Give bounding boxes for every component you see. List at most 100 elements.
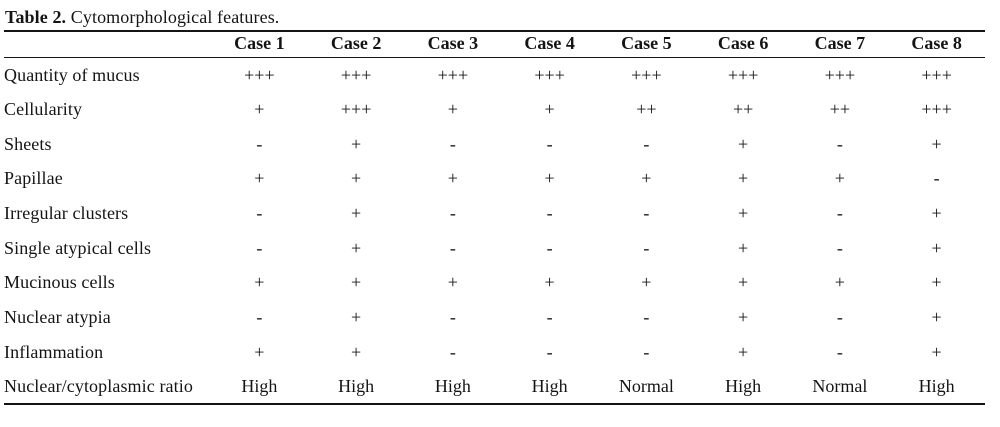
row-label: Irregular clusters: [4, 203, 129, 224]
table-row: Nuclear atypia - + - - - + - +: [4, 300, 985, 335]
value-cell: +: [447, 99, 458, 120]
value-cell: -: [643, 307, 650, 328]
value-cell: +: [351, 168, 362, 189]
value-cell: -: [643, 237, 650, 258]
value-cell: -: [836, 133, 843, 154]
table-row: Nuclear/cytoplasmic ratio High High High Hig…: [4, 370, 985, 405]
value-cell: High: [241, 376, 278, 397]
table-row: Cellularity + +++ + + ++ ++ ++ +++: [4, 92, 985, 127]
value-cell: +: [834, 168, 845, 189]
column-header: Case 2: [307, 31, 405, 58]
value-cell: +: [544, 272, 555, 293]
header-row: Case 1 Case 2 Case 3 Case 4 Case 5 Case 6 Case…: [4, 31, 985, 58]
row-label: Cellularity: [4, 99, 83, 120]
corner-cell: [4, 31, 211, 58]
value-cell: +: [641, 272, 652, 293]
table-row: Irregular clusters - + - - - + - +: [4, 196, 985, 231]
row-label: Papillae: [4, 168, 63, 189]
value-cell: -: [256, 203, 263, 224]
value-cell: High: [918, 376, 955, 397]
column-header: Case 5: [598, 31, 695, 58]
row-label: Inflammation: [4, 341, 104, 362]
value-cell: +++: [921, 64, 952, 85]
value-cell: ++: [636, 99, 657, 120]
row-label: Sheets: [4, 133, 52, 154]
value-cell: -: [546, 133, 553, 154]
column-header: Case 8: [888, 31, 985, 58]
row-label: Single atypical cells: [4, 237, 152, 258]
value-cell: -: [256, 237, 263, 258]
value-cell: High: [725, 376, 762, 397]
value-cell: +: [447, 272, 458, 293]
table-row: Sheets - + - - - + - +: [4, 127, 985, 162]
paper-page: Table 2. Cytomorphological features. Cas…: [4, 7, 1000, 406]
value-cell: -: [836, 237, 843, 258]
value-cell: -: [546, 307, 553, 328]
table-row: Mucinous cells + + + + + + + +: [4, 266, 985, 301]
value-cell: +: [351, 237, 362, 258]
value-cell: +: [738, 133, 749, 154]
value-cell: +: [931, 272, 942, 293]
value-cell: -: [643, 341, 650, 362]
table-row: Single atypical cells - + - - - + - +: [4, 231, 985, 266]
value-cell: -: [546, 237, 553, 258]
row-label: Mucinous cells: [4, 272, 115, 293]
value-cell: +: [931, 307, 942, 328]
value-cell: -: [836, 341, 843, 362]
table-body: Quantity of mucus +++ +++ +++ +++ +++ +++ +++ ++…: [4, 58, 985, 405]
value-cell: +++: [824, 64, 856, 85]
value-cell: -: [933, 168, 940, 189]
value-cell: +: [544, 99, 555, 120]
value-cell: +: [931, 341, 942, 362]
table-caption-text: Cytomorphological features.: [66, 7, 280, 27]
value-cell: +: [931, 203, 942, 224]
value-cell: +: [738, 272, 749, 293]
column-header: Case 1: [211, 31, 308, 58]
value-cell: -: [546, 341, 553, 362]
value-cell: +++: [631, 64, 662, 85]
value-cell: +++: [340, 99, 372, 120]
value-cell: Normal: [812, 376, 868, 397]
value-cell: +: [738, 168, 749, 189]
value-cell: +: [351, 307, 362, 328]
table-number-label: Table 2.: [5, 7, 67, 27]
value-cell: +: [641, 168, 652, 189]
value-cell: -: [836, 203, 843, 224]
value-cell: +: [254, 99, 265, 120]
value-cell: +: [351, 133, 362, 154]
row-label: Quantity of mucus: [4, 64, 140, 85]
value-cell: +++: [437, 64, 469, 85]
value-cell: +++: [921, 99, 952, 120]
row-label: Nuclear/cytoplasmic ratio: [4, 376, 193, 397]
value-cell: +: [351, 272, 362, 293]
row-label: Nuclear atypia: [4, 307, 111, 328]
value-cell: ++: [829, 99, 851, 120]
value-cell: Normal: [618, 376, 674, 397]
cytomorphological-features-table: Case 1 Case 2 Case 3 Case 4 Case 5 Case 6 Case…: [4, 30, 985, 406]
value-cell: -: [546, 203, 553, 224]
value-cell: -: [256, 307, 263, 328]
value-cell: +: [351, 203, 362, 224]
value-cell: -: [449, 307, 456, 328]
value-cell: +: [254, 168, 265, 189]
value-cell: +: [738, 341, 749, 362]
value-cell: +: [931, 237, 942, 258]
value-cell: -: [643, 203, 650, 224]
value-cell: +++: [340, 64, 372, 85]
value-cell: -: [836, 307, 843, 328]
value-cell: -: [256, 133, 263, 154]
value-cell: +: [834, 272, 845, 293]
value-cell: High: [338, 376, 375, 397]
value-cell: +++: [534, 64, 565, 85]
value-cell: High: [434, 376, 471, 397]
value-cell: -: [449, 203, 456, 224]
value-cell: +: [931, 133, 942, 154]
column-header: Case 3: [404, 31, 502, 58]
table-caption: Table 2. Cytomorphological features.: [5, 7, 1000, 28]
table-row: Inflammation + + - - - + - +: [4, 335, 985, 370]
value-cell: +: [254, 341, 265, 362]
column-header: Case 6: [694, 31, 792, 58]
column-header: Case 4: [501, 31, 598, 58]
column-header: Case 7: [791, 31, 889, 58]
value-cell: +: [738, 237, 749, 258]
